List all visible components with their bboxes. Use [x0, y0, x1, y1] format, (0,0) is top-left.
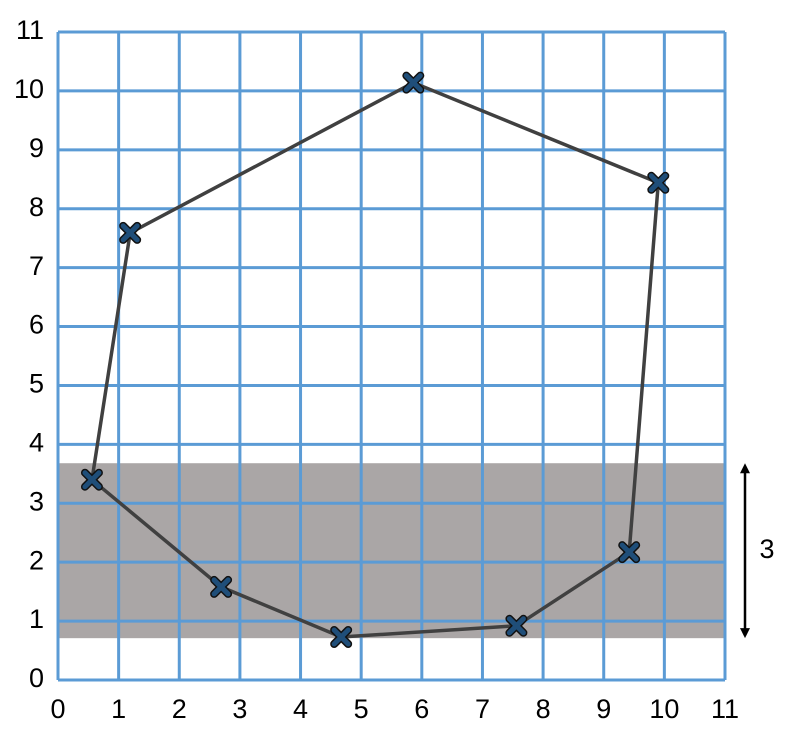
y-tick-label: 3	[29, 486, 44, 516]
y-tick-label: 0	[29, 663, 44, 693]
band-label: 3	[759, 534, 774, 564]
y-tick-label: 9	[29, 133, 44, 163]
x-tick-label: 5	[354, 694, 369, 724]
point	[618, 541, 641, 564]
y-tick-label: 7	[29, 251, 44, 281]
y-tick-label: 6	[29, 310, 44, 340]
point-cross	[619, 542, 639, 562]
x-tick-label: 11	[711, 694, 739, 724]
y-tick-label: 4	[29, 427, 44, 457]
point	[505, 614, 528, 637]
point	[80, 468, 103, 491]
y-tick-label: 5	[29, 369, 44, 399]
x-tick-label: 8	[536, 694, 551, 724]
x-tick-label: 10	[649, 694, 679, 724]
point-cross	[120, 223, 140, 243]
x-tick-label: 3	[232, 694, 247, 724]
point-cross	[82, 470, 102, 490]
point-cross	[648, 173, 668, 193]
point-cross	[331, 627, 351, 647]
x-tick-label: 2	[172, 694, 187, 724]
x-tick-label: 9	[596, 694, 611, 724]
point-cross	[403, 73, 423, 93]
point-cross	[211, 577, 231, 597]
x-tick-label: 6	[414, 694, 429, 724]
point	[402, 71, 425, 94]
point	[647, 171, 670, 194]
y-tick-label: 11	[16, 15, 44, 45]
point	[330, 625, 353, 648]
y-tick-label: 1	[29, 604, 44, 634]
point-cross	[506, 616, 526, 636]
y-tick-label: 2	[29, 545, 44, 575]
arrow-head	[740, 628, 750, 639]
arrow-head	[740, 463, 750, 474]
point	[210, 575, 233, 598]
x-tick-label: 1	[111, 694, 126, 724]
shaded-band	[58, 463, 725, 639]
y-tick-label: 8	[29, 192, 44, 222]
x-tick-label: 0	[50, 694, 65, 724]
y-tick-label: 10	[14, 74, 44, 104]
x-tick-label: 4	[293, 694, 308, 724]
x-tick-label: 7	[475, 694, 490, 724]
point	[119, 221, 142, 244]
